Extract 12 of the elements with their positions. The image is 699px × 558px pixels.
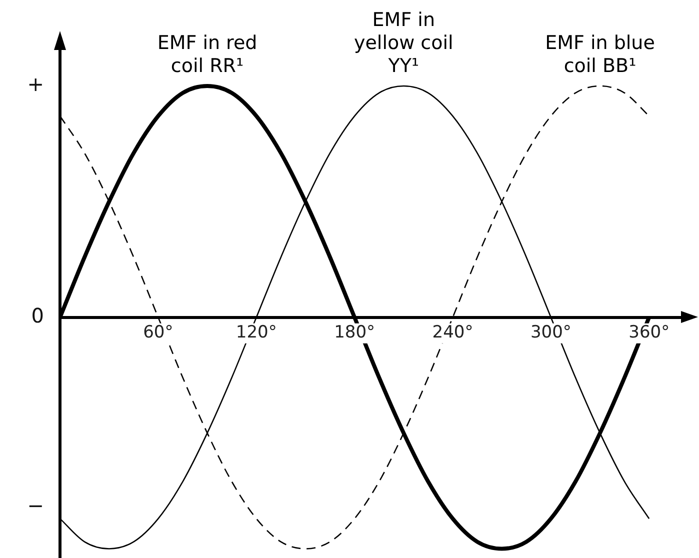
- text: −: [27, 493, 44, 518]
- x-tick-label: 240°: [432, 322, 474, 342]
- x-tick-label: 300°: [530, 322, 572, 342]
- text: +: [27, 72, 44, 96]
- x-tick-label: 360°: [628, 322, 670, 342]
- series-label: EMF in red coil RR¹: [157, 32, 258, 77]
- x-tick-label: 180°: [334, 322, 376, 342]
- series-label: EMF in yellow coil YY¹: [354, 8, 454, 77]
- x-tick-label: 120°: [236, 322, 277, 342]
- x-tick-label: 60°: [143, 322, 174, 342]
- text: 0: [31, 304, 44, 328]
- series-label: EMF in blue coil BB¹: [545, 32, 655, 77]
